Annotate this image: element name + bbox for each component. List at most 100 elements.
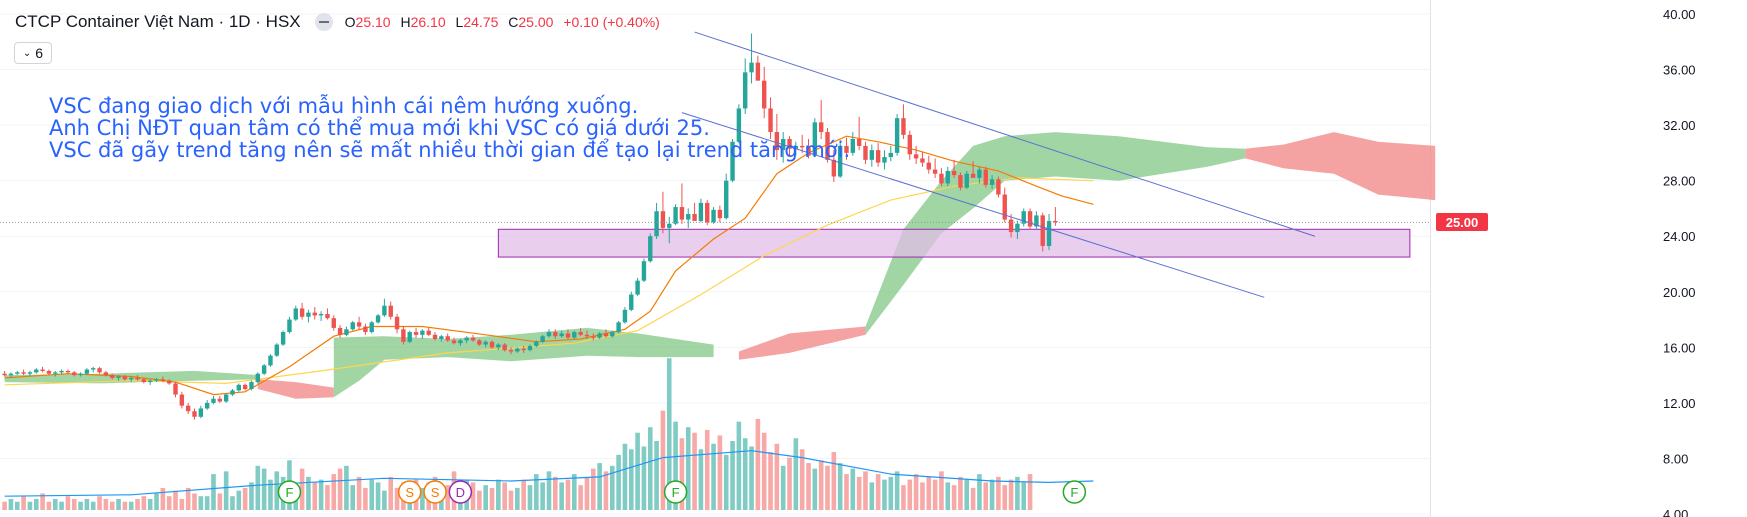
candle-body bbox=[553, 332, 558, 337]
candle-body bbox=[1008, 219, 1014, 233]
volume-bar bbox=[274, 471, 280, 510]
candle-body bbox=[388, 305, 393, 317]
candle-body bbox=[477, 340, 482, 345]
volume-bar bbox=[837, 463, 843, 510]
annotation-text[interactable]: VSC đang giao dịch với mẫu hình cái nêm … bbox=[49, 95, 850, 161]
candle-body bbox=[654, 211, 659, 237]
volume-bar bbox=[603, 471, 609, 510]
candle-body bbox=[369, 322, 374, 333]
candle-body bbox=[407, 332, 412, 342]
candle-body bbox=[578, 332, 583, 335]
candle-body bbox=[173, 383, 178, 395]
volume-bar bbox=[382, 490, 387, 510]
candle-body bbox=[72, 372, 77, 376]
candle-body bbox=[110, 375, 115, 378]
volume-bar bbox=[249, 482, 254, 510]
candle-body bbox=[287, 319, 292, 333]
candle-body bbox=[420, 330, 425, 335]
volume-bar bbox=[768, 452, 773, 510]
candle-body bbox=[926, 162, 931, 170]
candle-body bbox=[147, 380, 153, 383]
candle-body bbox=[673, 207, 678, 224]
price-tick: 36.00 bbox=[1663, 63, 1696, 78]
volume-bar bbox=[8, 498, 14, 510]
candle-body bbox=[692, 214, 697, 221]
candle-body bbox=[242, 384, 248, 389]
volume-bar bbox=[894, 471, 900, 510]
volume-bar bbox=[312, 482, 318, 510]
candle-body bbox=[736, 108, 742, 142]
ma-fast-line bbox=[4, 135, 1094, 396]
volume-bar bbox=[831, 452, 837, 510]
event-label: F bbox=[285, 485, 293, 500]
candle-body bbox=[768, 108, 773, 133]
volume-bar bbox=[812, 468, 818, 510]
volume-bar bbox=[97, 496, 102, 510]
volume-bar bbox=[350, 485, 356, 510]
hide-eye-icon[interactable] bbox=[314, 13, 333, 31]
volume-bar bbox=[1015, 476, 1020, 510]
event-label: F bbox=[672, 485, 680, 500]
candle-body bbox=[1021, 211, 1026, 224]
candle-body bbox=[799, 145, 805, 148]
volume-bar bbox=[223, 471, 229, 510]
candle-body bbox=[660, 211, 666, 228]
candle-body bbox=[27, 372, 33, 374]
candle-body bbox=[217, 398, 223, 402]
candle-body bbox=[116, 376, 121, 378]
volume-bar bbox=[742, 438, 748, 510]
candle-body bbox=[211, 398, 216, 403]
candle-body bbox=[875, 150, 881, 163]
volume-bar bbox=[628, 449, 634, 510]
volume-bar bbox=[736, 421, 742, 510]
price-tick: 12.00 bbox=[1663, 396, 1696, 411]
volume-bar bbox=[116, 498, 121, 510]
volume-bar bbox=[660, 410, 666, 510]
candle-body bbox=[951, 170, 957, 176]
volume-bar bbox=[318, 479, 324, 510]
volume-bar bbox=[882, 479, 887, 510]
cloud-bullish bbox=[333, 327, 714, 398]
volume-bar bbox=[958, 476, 963, 510]
wedge-lower-line bbox=[681, 112, 1265, 298]
candle-body bbox=[78, 373, 83, 376]
candle-body bbox=[749, 62, 754, 73]
volume-bar bbox=[679, 438, 685, 510]
volume-bar bbox=[654, 441, 659, 510]
volume-bar bbox=[793, 438, 799, 510]
indicators-toggle-button[interactable]: ⌄ 6 bbox=[14, 42, 52, 64]
candle-body bbox=[901, 118, 906, 135]
open-value: 25.10 bbox=[355, 14, 391, 30]
volume-bar bbox=[970, 487, 976, 510]
candle-body bbox=[913, 154, 919, 159]
candle-body bbox=[198, 408, 204, 417]
symbol-title[interactable]: CTCP Container Việt Nam · 1D · HSX bbox=[15, 12, 301, 31]
ichimoku-cloud bbox=[4, 132, 1436, 399]
volume-bar bbox=[901, 485, 906, 510]
volume-bar bbox=[920, 482, 925, 510]
ohlc-values: O25.10 H26.10 L24.75 C25.00 +0.10 (+0.40… bbox=[345, 14, 666, 30]
candle-body bbox=[945, 170, 950, 184]
volume-bar bbox=[932, 479, 938, 510]
annotation-line: Anh Chị NĐT quan tâm có thể mua mới khi … bbox=[49, 116, 710, 140]
candle-body bbox=[584, 334, 590, 337]
volume-bar bbox=[945, 482, 951, 510]
volume-bar bbox=[888, 476, 894, 510]
volume-bar bbox=[375, 482, 381, 510]
high-value: 26.10 bbox=[410, 14, 446, 30]
price-tick: 20.00 bbox=[1663, 285, 1696, 300]
candle-body bbox=[1015, 223, 1020, 233]
volume-bar bbox=[863, 471, 868, 510]
candle-body bbox=[787, 139, 792, 149]
event-marker bbox=[423, 480, 447, 504]
volume-bar bbox=[299, 468, 305, 510]
candle-body bbox=[65, 370, 71, 373]
volume-bar bbox=[242, 487, 248, 510]
volume-bar bbox=[1027, 474, 1033, 510]
volume-bar bbox=[325, 485, 330, 510]
candle-body bbox=[306, 312, 311, 317]
volume-bar bbox=[749, 446, 754, 510]
volume-bar bbox=[59, 501, 64, 510]
